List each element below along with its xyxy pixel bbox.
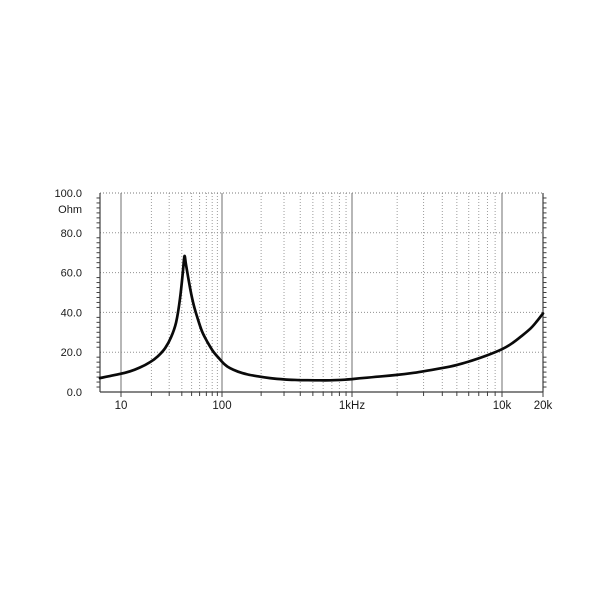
x-tick-label: 10k <box>493 400 512 412</box>
x-tick-label: 100 <box>212 400 231 412</box>
x-tick-label: 20k <box>534 400 553 412</box>
y-tick-label: 80.0 <box>61 228 82 240</box>
y-tick-label: 40.0 <box>61 307 82 319</box>
y-tick-label: 0.0 <box>67 387 82 399</box>
y-tick-label: 60.0 <box>61 268 82 280</box>
x-tick-label: 1kHz <box>339 400 365 412</box>
y-tick-label: 100.0 <box>54 188 82 200</box>
impedance-curve <box>98 254 545 382</box>
x-tick-label: 10 <box>115 400 128 412</box>
y-axis-unit-label: Ohm <box>58 204 82 216</box>
y-tick-label: 20.0 <box>61 347 82 359</box>
